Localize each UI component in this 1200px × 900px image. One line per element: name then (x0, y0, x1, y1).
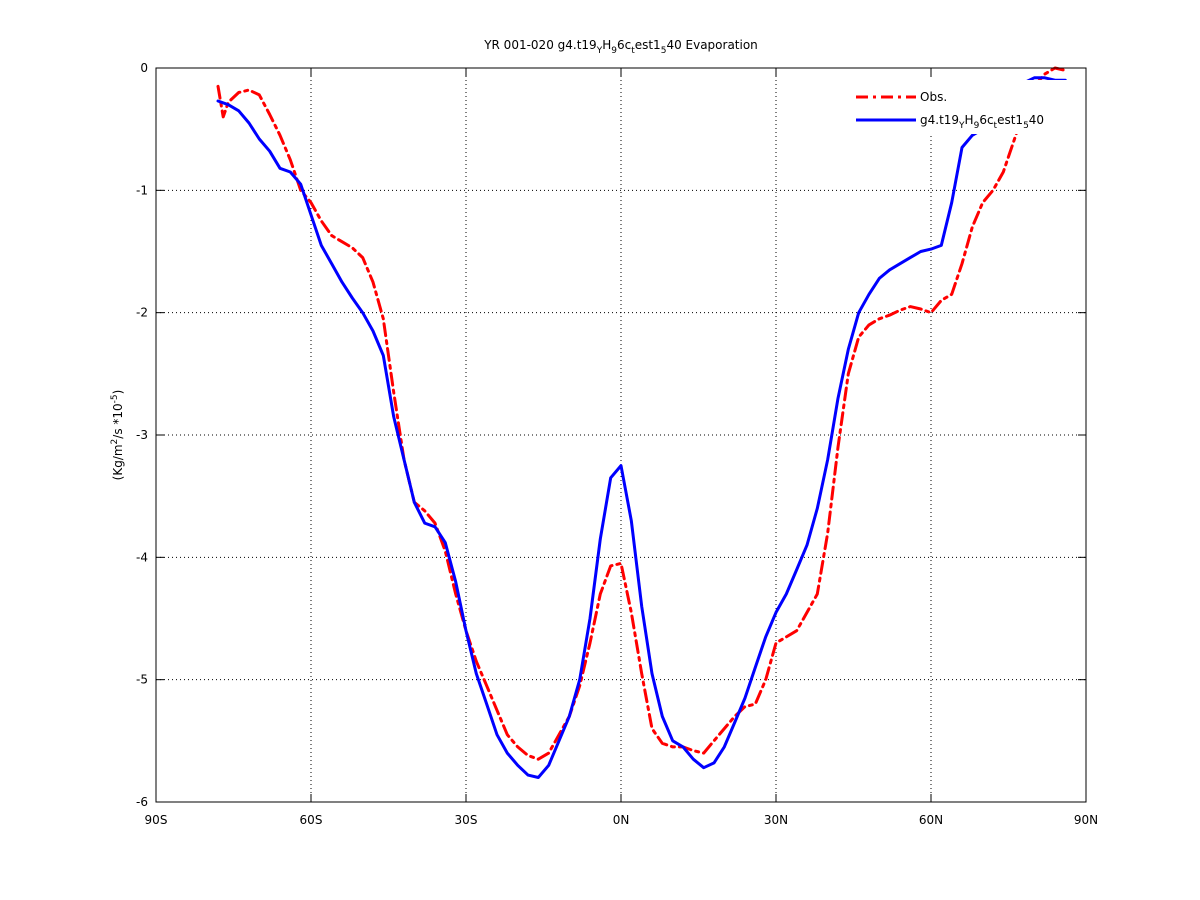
legend: Obs. g4.t19YH96ctest1540 (846, 80, 1076, 134)
y-tick-label: -3 (136, 428, 148, 442)
x-tick-label: 60S (300, 813, 323, 827)
x-tick-label: 90N (1074, 813, 1098, 827)
y-tick-label: -4 (136, 550, 148, 564)
y-tick-label: -5 (136, 673, 148, 687)
legend-box (846, 80, 1076, 134)
x-tick-label: 0N (613, 813, 630, 827)
series-line-model (216, 76, 1067, 779)
x-tick-label: 60N (919, 813, 943, 827)
y-tick-label: -6 (136, 795, 148, 809)
chart-title: YR 001-020 g4.t19YH96ctest1540 Evaporati… (483, 38, 758, 56)
x-tick-label: 30N (764, 813, 788, 827)
legend-label-model: g4.t19YH96ctest1540 (920, 113, 1044, 131)
legend-label-obs: Obs. (920, 90, 947, 104)
grid-lines (156, 68, 1086, 802)
y-tick-label: 0 (140, 61, 148, 75)
y-tick-label: -1 (136, 183, 148, 197)
y-axis-label: (Kg/m2/s *10-5) (110, 390, 125, 481)
x-tick-label: 90S (145, 813, 168, 827)
axis-ticks: 90S 60S 30S 0N 30N 60N 90N 0 -1 -2 -3 -4 -5 -6 (136, 61, 1098, 827)
series-line-obs (216, 66, 1067, 761)
y-tick-label: -2 (136, 306, 148, 320)
x-tick-label: 30S (455, 813, 478, 827)
series-layer (216, 66, 1067, 779)
